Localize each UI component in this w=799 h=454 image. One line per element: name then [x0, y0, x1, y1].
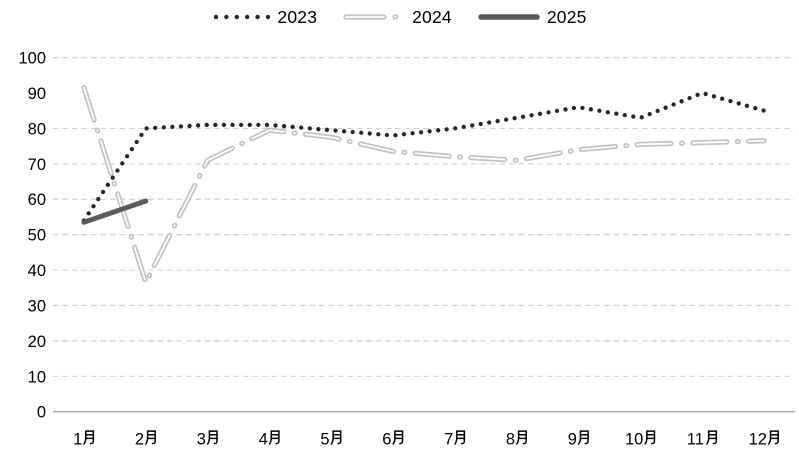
month-cjk-glyph	[145, 430, 156, 445]
y-tick-label: 90	[28, 85, 46, 103]
month-cjk-glyph	[330, 430, 342, 445]
x-tick-label: 4	[259, 431, 268, 449]
month-cjk-glyph	[577, 430, 589, 445]
series-2024-line-core	[83, 86, 765, 284]
x-tick-label: 6	[382, 431, 391, 449]
month-cjk-glyph	[268, 430, 280, 445]
legend-item-2025: 2025	[478, 7, 587, 28]
month-cjk-glyph	[392, 430, 404, 445]
y-tick-label: 80	[28, 120, 46, 138]
y-tick-label: 0	[37, 404, 46, 422]
solid-line-swatch-icon	[478, 14, 540, 20]
x-tick-label: 8	[506, 431, 515, 449]
x-tick-label: 11	[687, 431, 704, 449]
x-tick-label: 9	[568, 431, 577, 449]
month-cjk-glyph	[644, 430, 656, 445]
gridlines	[53, 56, 795, 413]
month-cjk-glyph	[706, 430, 718, 445]
month-cjk-glyph	[206, 430, 218, 445]
legend-label-2024: 2024	[412, 6, 452, 27]
chart-legend: 2023 2024 2025	[0, 4, 799, 30]
dash-dot-line-swatch-icon	[343, 14, 405, 20]
legend-label-2025: 2025	[546, 6, 587, 27]
y-tick-label: 40	[28, 262, 46, 280]
series-2024-line	[81, 85, 767, 286]
y-tick-label: 100	[18, 50, 46, 68]
y-tick-label: 20	[28, 333, 46, 351]
legend-item-2023: 2023	[212, 7, 317, 28]
x-axis-labels: 1 2 3 4 5 6 7 8 9 10 11 12	[73, 430, 779, 449]
y-tick-label: 60	[28, 191, 46, 209]
dotted-line-swatch-icon	[214, 14, 271, 20]
y-tick-label: 50	[28, 227, 46, 245]
month-cjk-glyph	[516, 430, 527, 445]
y-tick-label: 30	[28, 297, 46, 315]
x-tick-label: 10	[625, 431, 643, 449]
month-cjk-glyph	[454, 430, 466, 445]
x-tick-label: 2	[135, 431, 144, 449]
series-2025-line	[81, 198, 149, 225]
x-tick-label: 7	[444, 431, 453, 449]
series-2023-line	[81, 90, 767, 223]
month-cjk-glyph	[83, 430, 95, 445]
x-tick-label: 3	[197, 431, 206, 449]
legend-label-2023: 2023	[277, 6, 318, 27]
month-cjk-glyph	[768, 430, 779, 445]
y-tick-label: 70	[28, 156, 46, 174]
x-tick-label: 1	[73, 431, 82, 449]
x-tick-label: 12	[749, 431, 767, 449]
y-axis-labels: 0 10 20 30 40 50 60 70 80 90 100	[18, 50, 46, 422]
x-tick-label: 5	[320, 431, 329, 449]
y-tick-label: 10	[28, 368, 46, 386]
legend-item-2024: 2024	[343, 7, 452, 28]
